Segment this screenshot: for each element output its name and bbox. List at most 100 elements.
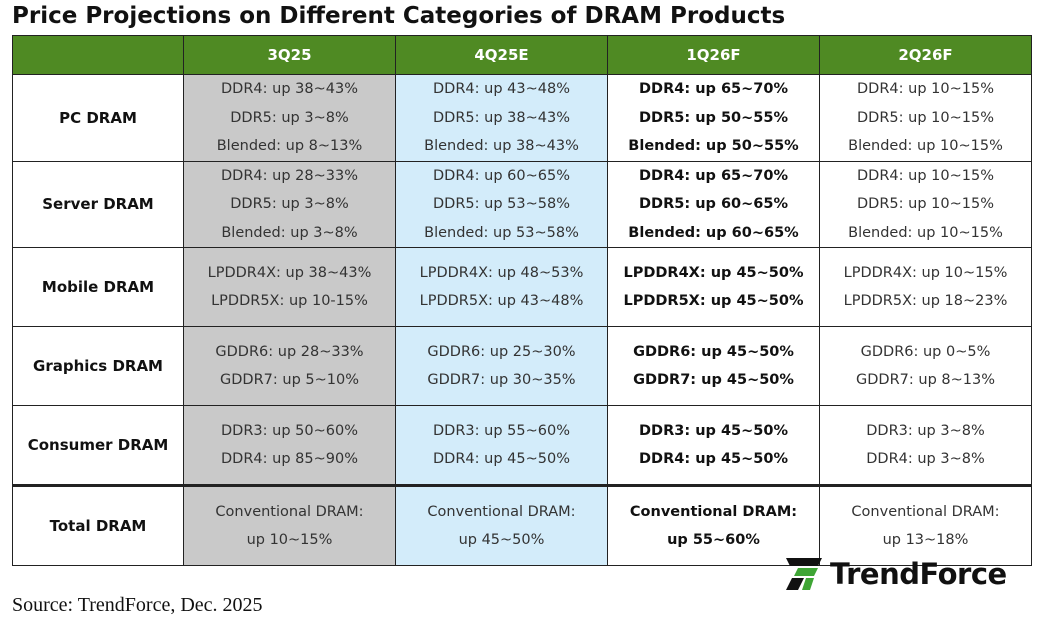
title: Price Projections on Different Categorie… [12,3,786,29]
row-label: PC DRAM [12,74,184,162]
cell: Conventional DRAM: up 13~18% [819,484,1032,566]
corner-cell [12,35,184,75]
cell: GDDR6: up 0~5% GDDR7: up 8~13% [819,326,1032,406]
cell-line: GDDR7: up 30~35% [427,372,576,388]
column-header: 3Q25 [183,35,396,75]
cell-line: DDR3: up 55~60% [433,422,570,439]
row-label: Server DRAM [12,160,184,248]
cell-line: Blended: up 50~55% [628,138,799,154]
cell: DDR3: up 50~60% DDR4: up 85~90% [183,405,396,486]
cell-line: LPDDR4X: up 38~43% [207,264,372,281]
header-row: 3Q25 4Q25E 1Q26F 2Q26F [12,35,1032,75]
cell-line: DDR3: up 45~50% [639,422,788,439]
cell: DDR3: up 45~50% DDR4: up 45~50% [607,405,820,486]
column-header: 2Q26F [819,35,1032,75]
cell-line: DDR5: up 50~55% [639,109,788,126]
cell-line: Conventional DRAM: [629,503,798,520]
cell-line: Blended: up 38~43% [424,138,579,154]
cell: Conventional DRAM: up 10~15% [183,484,396,566]
cell-line: DDR5: up 38~43% [433,109,570,126]
cell: DDR4: up 65~70% DDR5: up 50~55% Blended: u… [607,74,820,162]
cell: LPDDR4X: up 45~50% LPDDR5X: up 45~50% [607,247,820,327]
cell-line: Conventional DRAM: [215,503,364,520]
logo-text: TrendForce [830,557,1007,591]
row-label: Graphics DRAM [12,326,184,406]
cell: GDDR6: up 28~33% GDDR7: up 5~10% [183,326,396,406]
cell-line: DDR3: up 50~60% [221,422,358,439]
cell-line: Blended: up 10~15% [848,138,1003,154]
cell: DDR4: up 65~70% DDR5: up 60~65% Blended: u… [607,160,820,248]
cell-line: DDR4: up 45~50% [639,451,788,467]
logo-icon [786,558,822,590]
row-label: Consumer DRAM [12,405,184,486]
cell-line: Blended: up 53~58% [424,224,579,241]
cell-line: GDDR6: up 25~30% [427,343,576,360]
table-row: Server DRAM DDR4: up 28~33% DDR5: up 3~8% B… [12,160,1032,248]
cell-line: LPDDR5X: up 18~23% [843,293,1008,309]
cell-line: LPDDR5X: up 45~50% [623,293,804,309]
cell-line: GDDR7: up 8~13% [856,372,995,388]
cell-line: LPDDR4X: up 10~15% [843,264,1008,281]
cell-line: DDR4: up 45~50% [433,451,570,467]
cell: DDR4: up 10~15% DDR5: up 10~15% Blended: u… [819,160,1032,248]
cell-line: DDR4: up 28~33% [221,167,358,184]
cell-line: DDR4: up 85~90% [221,451,358,467]
cell-line: Conventional DRAM: [851,503,1000,520]
table-row: Consumer DRAM DDR3: up 50~60% DDR4: up 85~… [12,405,1032,486]
column-header: 4Q25E [395,35,608,75]
cell-line: DDR4: up 10~15% [857,81,994,97]
cell-line: Blended: up 10~15% [848,224,1003,241]
price-table: 3Q25 4Q25E 1Q26F 2Q26F PC DRAM DDR4: up 38~43… [12,35,1032,566]
cell: DDR4: up 10~15% DDR5: up 10~15% Blended: u… [819,74,1032,162]
cell: DDR3: up 3~8% DDR4: up 3~8% [819,405,1032,486]
cell-line: DDR4: up 65~70% [639,81,788,97]
cell-line: LPDDR4X: up 45~50% [623,264,804,281]
cell-line: DDR5: up 3~8% [230,109,349,126]
cell-line: DDR4: up 10~15% [857,167,994,184]
cell: LPDDR4X: up 38~43% LPDDR5X: up 10-15% [183,247,396,327]
cell-line: DDR4: up 38~43% [221,81,358,97]
column-header: 1Q26F [607,35,820,75]
cell: DDR4: up 28~33% DDR5: up 3~8% Blended: up … [183,160,396,248]
cell-line: DDR5: up 53~58% [433,196,570,212]
cell: LPDDR4X: up 10~15% LPDDR5X: up 18~23% [819,247,1032,327]
cell-line: LPDDR5X: up 10-15% [211,293,368,309]
row-label: Total DRAM [12,484,184,566]
cell-line: Blended: up 8~13% [216,138,363,154]
cell-line: Conventional DRAM: [427,503,576,520]
cell-line: DDR5: up 3~8% [230,196,349,212]
source: Source: TrendForce, Dec. 2025 [12,594,263,616]
table-row: PC DRAM DDR4: up 38~43% DDR5: up 3~8% Blend… [12,74,1032,162]
cell: DDR3: up 55~60% DDR4: up 45~50% [395,405,608,486]
cell-line: DDR4: up 3~8% [866,451,985,467]
cell: Conventional DRAM: up 55~60% [607,484,820,566]
cell-line: LPDDR4X: up 48~53% [419,264,584,281]
cell: DDR4: up 38~43% DDR5: up 3~8% Blended: up … [183,74,396,162]
cell-line: up 10~15% [246,532,333,548]
cell-line: Blended: up 60~65% [628,224,799,241]
cell-line: GDDR7: up 45~50% [633,372,794,388]
cell-line: up 45~50% [458,532,545,548]
row-label: Mobile DRAM [12,247,184,327]
cell: LPDDR4X: up 48~53% LPDDR5X: up 43~48% [395,247,608,327]
cell-line: GDDR6: up 0~5% [860,343,991,360]
cell-line: up 55~60% [667,532,760,548]
cell-line: DDR4: up 65~70% [639,167,788,184]
cell: DDR4: up 43~48% DDR5: up 38~43% Blended: u… [395,74,608,162]
table-row: Mobile DRAM LPDDR4X: up 38~43% LPDDR5X: up… [12,247,1032,327]
cell-line: Blended: up 3~8% [221,224,358,241]
cell: Conventional DRAM: up 45~50% [395,484,608,566]
cell-line: DDR5: up 10~15% [857,109,994,126]
cell-line: GDDR6: up 45~50% [633,343,794,360]
table-row: Total DRAM Conventional DRAM: up 10~15% Con… [12,484,1032,566]
cell: DDR4: up 60~65% DDR5: up 53~58% Blended: u… [395,160,608,248]
cell-line: DDR5: up 60~65% [639,196,788,212]
cell-line: DDR5: up 10~15% [857,196,994,212]
cell-line: up 13~18% [882,532,969,548]
cell-line: LPDDR5X: up 43~48% [419,293,584,309]
cell: GDDR6: up 25~30% GDDR7: up 30~35% [395,326,608,406]
cell-line: GDDR7: up 5~10% [220,372,359,388]
table-row: Graphics DRAM GDDR6: up 28~33% GDDR7: up 5… [12,326,1032,406]
cell: GDDR6: up 45~50% GDDR7: up 45~50% [607,326,820,406]
cell-line: DDR4: up 43~48% [433,81,570,97]
